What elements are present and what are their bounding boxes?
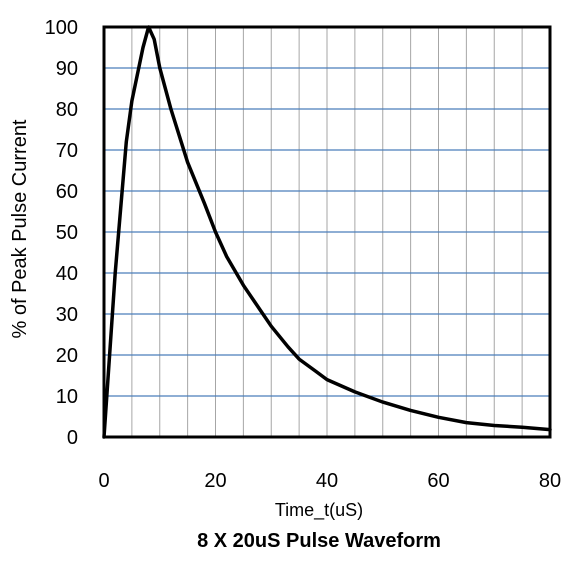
y-tick-label: 90	[56, 58, 78, 80]
x-tick-label: 60	[427, 470, 449, 492]
y-tick-label: 100	[45, 17, 78, 39]
plot-area	[102, 25, 552, 439]
y-tick-label: 80	[56, 99, 78, 121]
chart-title: 8 X 20uS Pulse Waveform	[197, 530, 441, 552]
y-tick-label: 70	[56, 140, 78, 162]
x-tick-label: 40	[316, 470, 338, 492]
y-tick-label: 0	[67, 427, 78, 449]
y-tick-label: 40	[56, 263, 78, 285]
x-axis-label: Time_t(uS)	[275, 500, 363, 521]
plot-frame	[102, 25, 552, 439]
grid	[104, 27, 550, 437]
y-tick-label: 60	[56, 181, 78, 203]
x-tick-label: 0	[98, 470, 109, 492]
y-axis-label: % of Peak Pulse Current	[9, 119, 31, 338]
series-line	[102, 25, 552, 439]
y-tick-label: 10	[56, 386, 78, 408]
y-axis-ticks: 0 10 20 30 40 50 60 70 80 90 100	[45, 17, 78, 449]
y-tick-label: 50	[56, 222, 78, 244]
y-tick-label: 20	[56, 345, 78, 367]
x-tick-label: 80	[539, 470, 561, 492]
x-tick-label: 20	[204, 470, 226, 492]
x-axis-ticks: 0 20 40 60 80	[98, 470, 561, 492]
y-tick-label: 30	[56, 304, 78, 326]
